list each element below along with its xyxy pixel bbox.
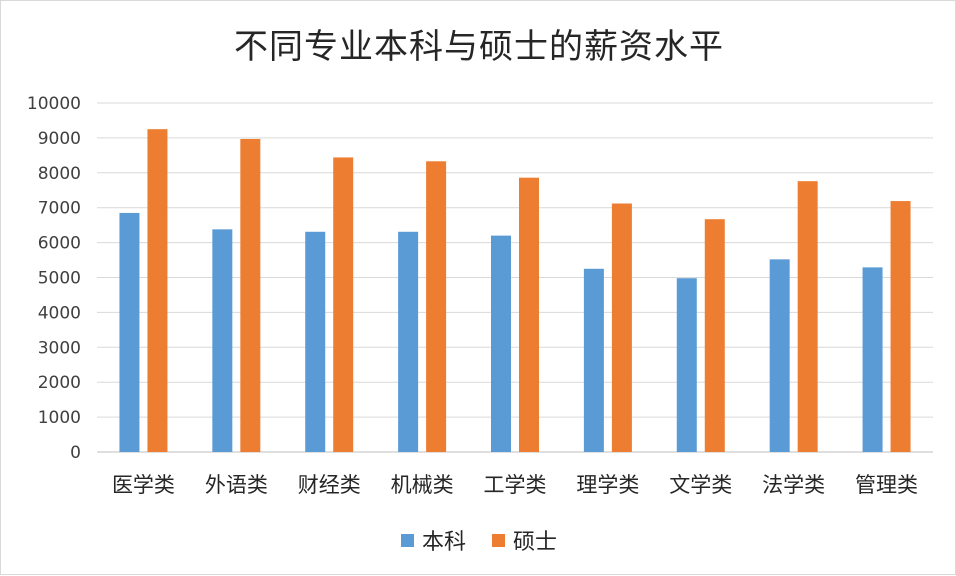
- y-axis-ticks: 0 1000 2000 3000 4000 5000 6000 7000 8000 9000 100…: [27, 94, 81, 463]
- bar-bachelor-7: [769, 259, 790, 452]
- bar-master-5: [611, 203, 632, 452]
- x-category-label: 管理类: [855, 473, 918, 497]
- bar-master-7: [797, 181, 818, 452]
- legend-item-master: 硕士: [492, 524, 557, 556]
- bars: [119, 129, 911, 453]
- bar-master-2: [333, 157, 354, 452]
- x-category-label: 财经类: [298, 473, 361, 497]
- y-tick-label: 0: [70, 443, 81, 463]
- legend-swatch-master: [492, 533, 505, 547]
- bar-master-3: [426, 161, 447, 452]
- y-tick-label: 1000: [38, 408, 81, 428]
- legend-swatch-bachelor: [400, 533, 414, 547]
- x-category-label: 工学类: [484, 473, 547, 497]
- y-tick-label: 6000: [38, 234, 81, 254]
- bar-bachelor-2: [305, 231, 326, 452]
- x-category-label: 法学类: [762, 473, 825, 497]
- gridlines: [97, 102, 933, 453]
- y-tick-label: 3000: [38, 338, 81, 358]
- y-tick-label: 7000: [38, 199, 81, 219]
- legend-label-master: 硕士: [513, 530, 558, 555]
- x-category-label: 文学类: [669, 473, 732, 497]
- legend-item-bachelor: 本科: [400, 524, 466, 556]
- x-axis-categories: 医学类 外语类 财经类 机械类 工学类 理学类 文学类 法学类 管理类: [112, 473, 918, 497]
- y-tick-label: 4000: [38, 303, 81, 323]
- bar-bachelor-3: [398, 231, 419, 452]
- bar-bachelor-4: [491, 235, 511, 452]
- x-category-label: 医学类: [112, 473, 175, 497]
- bar-bachelor-0: [119, 212, 140, 452]
- x-category-label: 机械类: [391, 473, 454, 497]
- bar-bachelor-5: [583, 268, 604, 452]
- x-category-label: 理学类: [576, 473, 639, 497]
- chart-title: 不同专业本科与硕士的薪资水平: [234, 27, 724, 67]
- y-tick-label: 10000: [27, 94, 81, 114]
- bar-master-6: [704, 219, 725, 452]
- bar-master-8: [890, 201, 911, 452]
- bar-bachelor-1: [212, 229, 233, 452]
- x-category-label: 外语类: [205, 473, 268, 497]
- legend-label-bachelor: 本科: [421, 530, 466, 555]
- y-tick-label: 5000: [38, 269, 81, 289]
- bar-master-4: [519, 177, 539, 452]
- bar-bachelor-8: [862, 267, 883, 452]
- bar-master-1: [240, 138, 261, 452]
- y-tick-label: 8000: [38, 164, 81, 184]
- y-tick-label: 9000: [38, 129, 81, 149]
- bar-master-0: [147, 129, 168, 453]
- y-tick-label: 2000: [38, 373, 81, 393]
- legend: 本科 硕士: [1, 524, 956, 556]
- bar-bachelor-6: [676, 278, 697, 452]
